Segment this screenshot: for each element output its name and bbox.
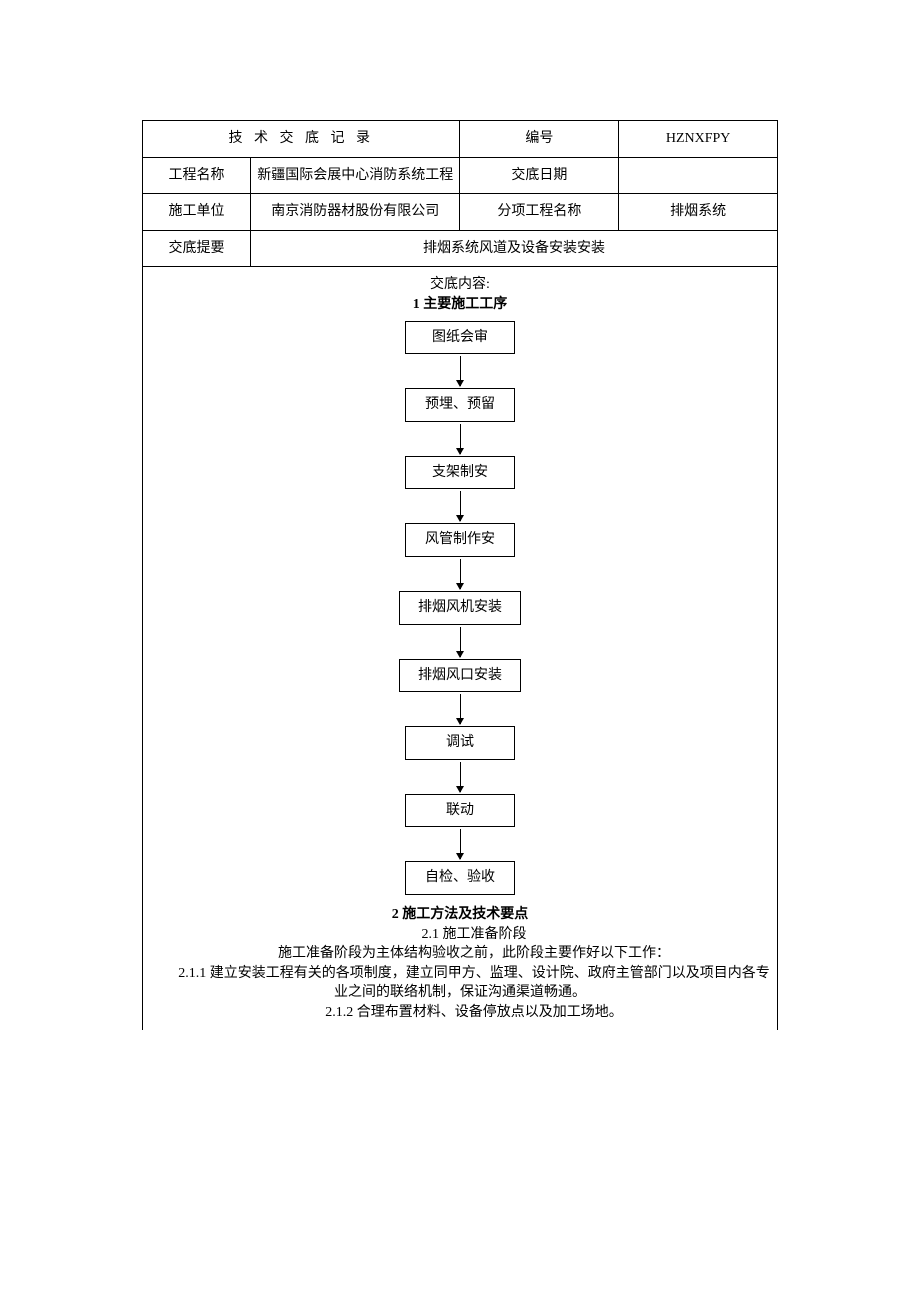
summary-value: 排烟系统风道及设备安装安装 xyxy=(250,230,777,267)
flow-step: 联动 xyxy=(405,794,515,828)
date-label: 交底日期 xyxy=(460,157,619,194)
flow-step: 风管制作安 xyxy=(405,523,515,557)
flow-arrow xyxy=(460,627,461,657)
flow-step: 自检、验收 xyxy=(405,861,515,895)
flow-arrow xyxy=(460,829,461,859)
flow-step: 排烟风口安装 xyxy=(399,659,521,693)
unit-value: 南京消防器材股份有限公司 xyxy=(250,194,460,231)
section1-title: 1 主要施工工序 xyxy=(149,295,771,315)
row-content: 交底内容: 1 主要施工工序 图纸会审预埋、预留支架制安风管制作安排烟风机安装排… xyxy=(143,267,778,1031)
summary-label: 交底提要 xyxy=(143,230,251,267)
row-unit: 施工单位 南京消防器材股份有限公司 分项工程名称 排烟系统 xyxy=(143,194,778,231)
project-label: 工程名称 xyxy=(143,157,251,194)
para-2-1-2: 2.1.2 合理布置材料、设备停放点以及加工场地。 xyxy=(149,1003,771,1023)
subproject-label: 分项工程名称 xyxy=(460,194,619,231)
unit-label: 施工单位 xyxy=(143,194,251,231)
row-summary: 交底提要 排烟系统风道及设备安装安装 xyxy=(143,230,778,267)
flow-arrow xyxy=(460,356,461,386)
para-2-1-desc: 施工准备阶段为主体结构验收之前，此阶段主要作好以下工作： xyxy=(149,944,771,964)
body-text: 2.1 施工准备阶段 施工准备阶段为主体结构验收之前，此阶段主要作好以下工作： … xyxy=(149,925,771,1023)
number-value: HZNXFPY xyxy=(619,121,778,158)
flow-arrow xyxy=(460,694,461,724)
number-label: 编号 xyxy=(460,121,619,158)
flow-step: 支架制安 xyxy=(405,456,515,490)
flow-step: 预埋、预留 xyxy=(405,388,515,422)
record-table: 技 术 交 底 记 录 编号 HZNXFPY 工程名称 新疆国际会展中心消防系统… xyxy=(142,120,778,1030)
subproject-value: 排烟系统 xyxy=(619,194,778,231)
date-value xyxy=(619,157,778,194)
doc-title: 技 术 交 底 记 录 xyxy=(143,121,460,158)
flow-arrow xyxy=(460,762,461,792)
flow-arrow xyxy=(460,559,461,589)
para-2-1-1: 2.1.1 建立安装工程有关的各项制度，建立同甲方、监理、设计院、政府主管部门以… xyxy=(149,964,771,1003)
flow-step: 排烟风机安装 xyxy=(399,591,521,625)
flow-step: 图纸会审 xyxy=(405,321,515,355)
content-cell: 交底内容: 1 主要施工工序 图纸会审预埋、预留支架制安风管制作安排烟风机安装排… xyxy=(143,267,778,1031)
flow-arrow xyxy=(460,491,461,521)
project-value: 新疆国际会展中心消防系统工程 xyxy=(250,157,460,194)
flowchart: 图纸会审预埋、预留支架制安风管制作安排烟风机安装排烟风口安装调试联动自检、验收 xyxy=(149,321,771,895)
para-2-1: 2.1 施工准备阶段 xyxy=(149,925,771,945)
flow-step: 调试 xyxy=(405,726,515,760)
flow-arrow xyxy=(460,424,461,454)
row-title: 技 术 交 底 记 录 编号 HZNXFPY xyxy=(143,121,778,158)
content-label: 交底内容: xyxy=(149,275,771,295)
row-project: 工程名称 新疆国际会展中心消防系统工程 交底日期 xyxy=(143,157,778,194)
section2-title: 2 施工方法及技术要点 xyxy=(149,905,771,925)
